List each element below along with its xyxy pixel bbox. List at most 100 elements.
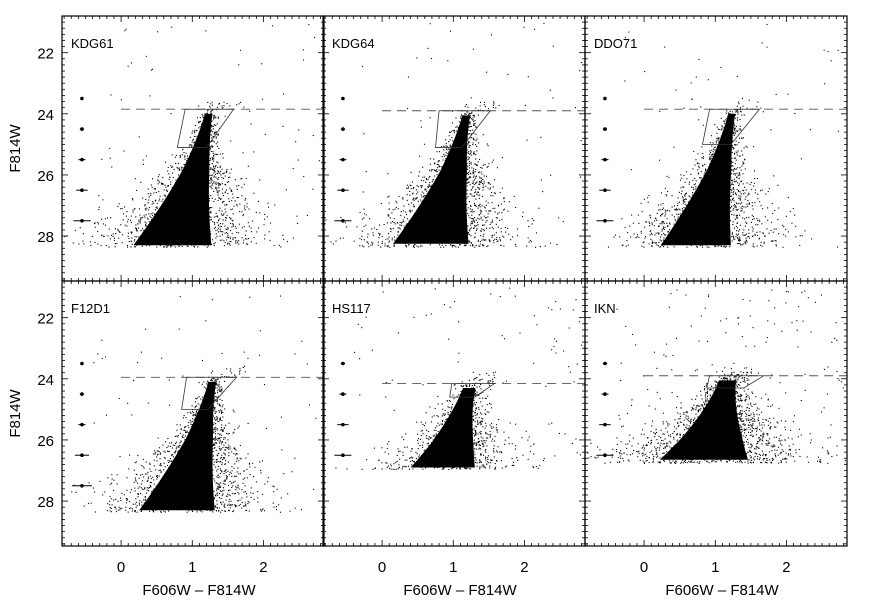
star-point — [138, 236, 139, 237]
star-point — [139, 239, 140, 240]
star-point — [264, 219, 265, 220]
star-point — [744, 192, 745, 193]
star-point — [747, 241, 748, 242]
star-point — [728, 225, 729, 226]
star-point — [445, 239, 446, 240]
star-point — [172, 212, 173, 213]
star-point — [214, 245, 215, 246]
star-point — [472, 212, 473, 213]
star-point — [458, 130, 459, 131]
star-point — [455, 181, 456, 182]
star-point — [185, 193, 186, 194]
star-point — [97, 244, 98, 245]
star-point — [678, 197, 679, 198]
star-point — [444, 183, 445, 184]
star-point — [215, 187, 216, 188]
star-point — [242, 215, 243, 216]
star-point — [432, 179, 433, 180]
star-point — [722, 204, 723, 205]
star-point — [209, 216, 210, 217]
star-point — [238, 240, 239, 241]
star-point — [212, 184, 213, 185]
star-point — [230, 218, 231, 219]
star-point — [217, 173, 218, 174]
star-point — [206, 236, 207, 237]
star-point — [496, 232, 497, 233]
star-point — [460, 151, 461, 152]
star-point — [449, 171, 450, 172]
field-star-point — [128, 66, 129, 67]
star-point — [479, 181, 480, 182]
star-point — [399, 227, 400, 228]
star-point — [166, 242, 167, 243]
star-point — [225, 192, 226, 193]
star-point — [158, 244, 159, 245]
star-point — [444, 156, 445, 157]
star-point — [395, 201, 396, 202]
star-point — [367, 237, 368, 238]
star-point — [189, 169, 190, 170]
star-point — [114, 238, 115, 239]
star-point — [206, 171, 207, 172]
star-point — [515, 246, 516, 247]
star-point — [752, 215, 753, 216]
star-point — [441, 166, 442, 167]
star-point — [722, 154, 723, 155]
star-point — [729, 157, 730, 158]
star-point — [178, 239, 179, 240]
star-point — [504, 209, 505, 210]
star-point — [436, 240, 437, 241]
star-point — [447, 165, 448, 166]
star-point — [199, 231, 200, 232]
star-point — [493, 103, 494, 104]
star-point — [464, 148, 465, 149]
star-point — [711, 146, 712, 147]
field-star-point — [466, 151, 467, 152]
star-point — [444, 181, 445, 182]
star-point — [737, 106, 738, 107]
star-point — [403, 205, 404, 206]
star-point — [501, 228, 502, 229]
star-point — [185, 233, 186, 234]
star-point — [205, 238, 206, 239]
star-point — [702, 205, 703, 206]
field-star-point — [195, 136, 196, 137]
star-point — [455, 246, 456, 247]
star-point — [681, 178, 682, 179]
star-point — [202, 230, 203, 231]
star-point — [192, 181, 193, 182]
star-point — [193, 154, 194, 155]
star-point — [201, 173, 202, 174]
star-point — [467, 111, 468, 112]
star-point — [170, 204, 171, 205]
star-point — [148, 243, 149, 244]
star-point — [486, 205, 487, 206]
star-point — [743, 206, 744, 207]
star-point — [706, 203, 707, 204]
star-point — [472, 187, 473, 188]
star-point — [463, 173, 464, 174]
star-point — [517, 229, 518, 230]
star-point — [733, 174, 734, 175]
star-point — [538, 208, 539, 209]
star-point — [680, 187, 681, 188]
star-point — [748, 217, 749, 218]
star-point — [167, 216, 168, 217]
star-point — [458, 129, 459, 130]
star-point — [226, 171, 227, 172]
star-point — [458, 211, 459, 212]
star-point — [143, 230, 144, 231]
star-point — [727, 232, 728, 233]
star-point — [421, 202, 422, 203]
star-point — [194, 215, 195, 216]
star-point — [168, 207, 169, 208]
star-point — [788, 231, 789, 232]
star-point — [738, 175, 739, 176]
star-point — [443, 231, 444, 232]
star-point — [393, 228, 394, 229]
star-point — [186, 204, 187, 205]
star-point — [80, 227, 81, 228]
star-point — [233, 224, 234, 225]
star-point — [433, 212, 434, 213]
star-point — [393, 209, 394, 210]
